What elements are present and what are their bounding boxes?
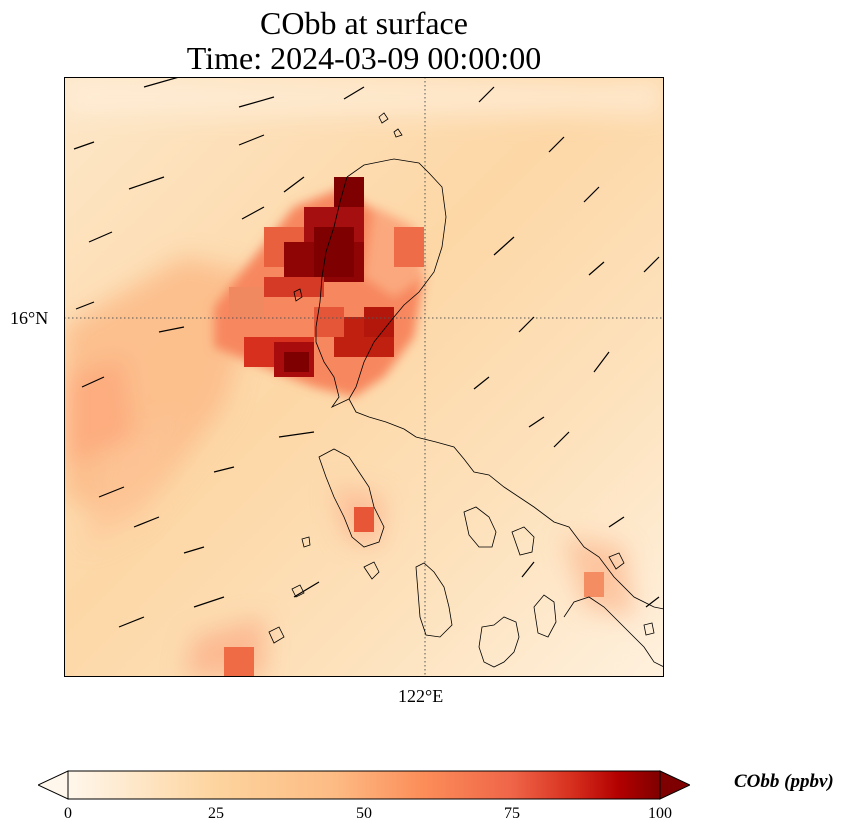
map-title-line-2: Time: 2024-03-09 00:00:00	[186, 40, 542, 76]
latitude-tick-label: 16°N	[10, 308, 49, 328]
wind-arrow	[81, 376, 105, 388]
gridlines	[64, 77, 664, 677]
wind-arrow	[75, 301, 95, 310]
wind-arrow	[588, 261, 605, 276]
wind-arrow	[278, 431, 315, 438]
map-border	[64, 77, 664, 677]
colorbar-tick-100: 100	[648, 805, 672, 822]
wind-arrow	[643, 256, 660, 273]
coastlines	[268, 112, 664, 668]
wind-arrow	[593, 351, 610, 373]
colorbar-extend-high	[659, 770, 692, 800]
longitude-tick-label: 122°E	[398, 686, 444, 706]
wind-arrow	[518, 316, 535, 333]
wind-arrow	[293, 581, 320, 598]
map-title-line-1: CObb at surface	[260, 5, 468, 41]
wind-arrow	[645, 596, 660, 608]
wind-arrow	[158, 326, 185, 333]
plume-hotspots	[224, 177, 604, 677]
wind-arrow	[241, 206, 265, 220]
wind-arrow	[88, 231, 113, 243]
colorbar-gradient	[67, 770, 661, 800]
wind-arrow	[238, 134, 265, 146]
colorbar-label: CObb (ppbv)	[734, 771, 834, 792]
wind-arrow	[548, 136, 565, 153]
wind-arrow	[528, 416, 545, 428]
wind-arrow	[493, 236, 515, 256]
wind-arrow	[553, 431, 570, 448]
wind-arrow	[193, 596, 225, 608]
wind-arrow	[608, 516, 625, 528]
colorbar-tick-75: 75	[504, 805, 520, 822]
colorbar	[36, 770, 692, 800]
wind-arrow	[521, 561, 535, 578]
wind-arrow	[343, 86, 365, 100]
map-panel	[64, 77, 664, 677]
colorbar-tick-50: 50	[356, 805, 372, 822]
wind-arrow	[478, 86, 495, 103]
wind-arrow	[283, 176, 305, 193]
colorbar-tick-25: 25	[208, 805, 224, 822]
wind-arrow	[118, 616, 145, 628]
colorbar-tick-0: 0	[64, 805, 72, 822]
wind-arrow	[213, 466, 235, 473]
wind-arrow	[183, 546, 205, 554]
wind-arrow	[238, 96, 275, 108]
wind-arrow	[133, 516, 160, 528]
wind-arrow	[73, 141, 95, 150]
wind-arrow	[128, 176, 165, 190]
wind-vectors	[73, 77, 660, 628]
wind-arrow	[98, 486, 125, 498]
wind-arrow	[583, 186, 600, 203]
wind-arrow	[473, 376, 490, 390]
wind-arrow	[143, 77, 180, 88]
colorbar-extend-low	[36, 770, 69, 800]
